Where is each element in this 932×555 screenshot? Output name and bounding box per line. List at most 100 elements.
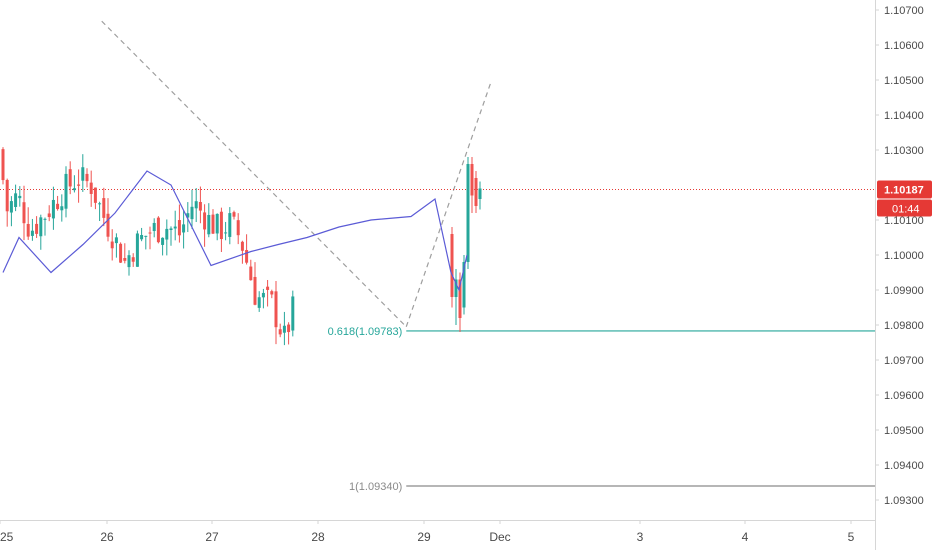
candle-body <box>93 187 97 203</box>
plot-area[interactable] <box>0 0 875 520</box>
fib-1-label: 1(1.09340) <box>349 481 402 493</box>
candle-body <box>236 220 240 236</box>
candle-body <box>261 292 265 298</box>
y-tick-label: 1.10400 <box>884 110 924 122</box>
candle-body <box>144 235 148 237</box>
candle-body <box>169 228 173 231</box>
candle-body <box>165 228 169 240</box>
x-tick-label: 29 <box>417 530 431 544</box>
candle-body <box>102 198 106 218</box>
candle-body <box>156 217 160 243</box>
candle-body <box>148 232 152 234</box>
candle-body <box>219 211 223 240</box>
trend-line[interactable] <box>405 80 492 327</box>
candle-body <box>131 257 135 262</box>
candle-body <box>35 223 39 234</box>
candle-body <box>161 237 165 245</box>
candle-body <box>98 203 102 205</box>
candle-body <box>207 214 211 235</box>
candle-body <box>60 206 64 211</box>
y-tick-label: 1.10700 <box>884 5 924 17</box>
candle-body <box>152 222 156 232</box>
candle-body <box>114 237 118 244</box>
candle-body <box>194 201 198 209</box>
x-tick-label: 5 <box>848 530 855 544</box>
candle-body <box>123 258 127 261</box>
candle-body <box>39 217 43 237</box>
candle-body <box>257 297 261 308</box>
y-tick-label: 1.09800 <box>884 320 924 332</box>
candle-body <box>173 226 177 229</box>
y-tick-label: 1.10500 <box>884 75 924 87</box>
overlay-indicator-line <box>2 170 468 292</box>
candle-body <box>228 213 232 237</box>
candle-body <box>127 255 131 268</box>
candle-body <box>203 212 207 230</box>
candle-body <box>282 325 286 333</box>
y-tick-label: 1.09400 <box>884 460 924 472</box>
x-tick-label: 3 <box>637 530 644 544</box>
candle-body <box>474 178 478 206</box>
candle-body <box>9 201 13 213</box>
candle-body <box>458 279 462 318</box>
candle-body <box>245 250 249 263</box>
y-tick-label: 1.09700 <box>884 355 924 367</box>
candle-body <box>64 173 68 209</box>
candle-body <box>106 213 110 237</box>
candle-body <box>81 167 85 181</box>
candle-body <box>5 179 9 212</box>
price-badge-value: 1.10187 <box>884 185 924 197</box>
candle-body <box>278 329 282 335</box>
candle-body <box>56 203 60 210</box>
x-tick-label: 26 <box>100 530 114 544</box>
candle-body <box>110 241 114 249</box>
candle-body <box>47 213 51 218</box>
y-tick-label: 1.10000 <box>884 250 924 262</box>
candle-body <box>135 233 139 267</box>
candle-body <box>186 213 190 218</box>
y-tick-label: 1.09500 <box>884 425 924 437</box>
candle-body <box>89 182 93 194</box>
candles <box>1 147 482 346</box>
candle-body <box>68 169 72 187</box>
candle-body <box>22 202 26 224</box>
candle-body <box>450 234 454 297</box>
countdown-badge <box>877 199 932 217</box>
y-tick-label: 1.10100 <box>884 215 924 227</box>
candle-body <box>291 296 295 331</box>
candle-body <box>224 232 228 234</box>
candle-body <box>14 193 18 208</box>
candle-body <box>274 291 278 328</box>
price-badge <box>877 180 932 199</box>
candle-body <box>72 188 76 191</box>
candle-body <box>182 224 186 233</box>
candle-body <box>177 220 181 236</box>
y-tick-label: 1.10300 <box>884 145 924 157</box>
y-tick-label: 1.10600 <box>884 40 924 52</box>
candle-body <box>211 214 215 234</box>
x-tick-label: Dec <box>489 530 510 544</box>
candle-body <box>249 266 253 281</box>
candle-body <box>30 230 34 236</box>
x-tick-label: 27 <box>205 530 219 544</box>
candle-body <box>85 173 89 182</box>
candle-body <box>232 212 236 217</box>
candle-body <box>287 324 291 333</box>
candle-body <box>266 286 270 290</box>
candle-body <box>190 206 194 220</box>
fib-618-label: 0.618(1.09783) <box>328 326 403 338</box>
candle-body <box>478 188 482 199</box>
x-tick-label: 28 <box>311 530 325 544</box>
candle-body <box>253 276 257 305</box>
candle-body <box>454 279 458 297</box>
y-tick-label: 1.09900 <box>884 285 924 297</box>
candle-body <box>240 241 244 251</box>
candle-body <box>215 213 219 234</box>
candle-body <box>462 262 466 308</box>
y-tick-label: 1.09600 <box>884 390 924 402</box>
candle-body <box>470 164 474 196</box>
x-tick-label: 25 <box>0 530 14 544</box>
y-tick-label: 1.09300 <box>884 495 924 507</box>
